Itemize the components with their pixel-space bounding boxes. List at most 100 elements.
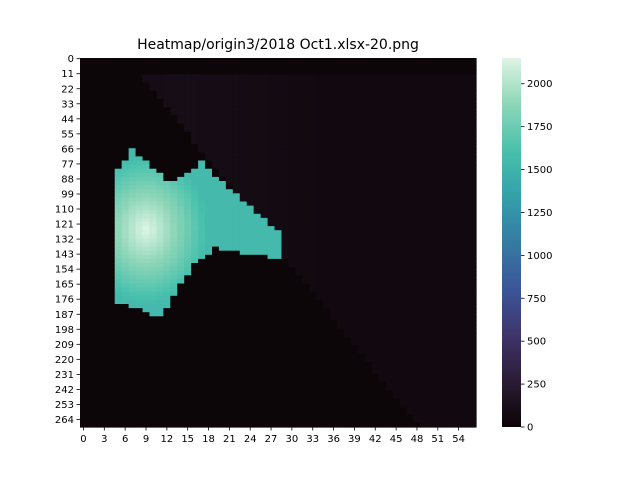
- heatmap-cell: [163, 394, 171, 399]
- heatmap-cell: [128, 107, 137, 112]
- heatmap-cell: [128, 140, 137, 145]
- heatmap-cell: [246, 78, 255, 84]
- heatmap-cell: [427, 353, 435, 358]
- heatmap-cell: [455, 111, 463, 116]
- heatmap-cell: [156, 209, 164, 215]
- heatmap-cell: [121, 402, 130, 408]
- heatmap-cell: [337, 119, 345, 125]
- heatmap-cell: [344, 242, 352, 248]
- heatmap-cell: [413, 287, 422, 293]
- heatmap-cell: [218, 299, 227, 305]
- heatmap-cell: [114, 82, 123, 88]
- heatmap-cell: [330, 82, 338, 88]
- heatmap-cell: [288, 222, 296, 227]
- heatmap-cell: [448, 320, 456, 326]
- heatmap-cell: [225, 369, 234, 375]
- heatmap-cell: [337, 271, 345, 276]
- heatmap-cell: [323, 131, 331, 137]
- heatmap-cell: [330, 291, 338, 297]
- heatmap-cell: [309, 197, 317, 203]
- heatmap-cell: [309, 123, 317, 129]
- heatmap-cell: [330, 201, 338, 207]
- heatmap-cell: [142, 283, 151, 289]
- heatmap-cell: [80, 148, 88, 153]
- heatmap-cell: [434, 135, 442, 141]
- heatmap-cell: [218, 373, 227, 379]
- heatmap-cell: [448, 287, 456, 293]
- heatmap-cell: [163, 78, 171, 84]
- heatmap-cell: [441, 189, 449, 194]
- heatmap-cell: [441, 119, 449, 125]
- heatmap-cell: [267, 172, 276, 178]
- heatmap-cell: [260, 304, 269, 309]
- heatmap-cell: [239, 361, 248, 367]
- heatmap-cell: [149, 90, 158, 96]
- heatmap-cell: [253, 168, 262, 174]
- heatmap-cell: [177, 156, 185, 162]
- heatmap-cell: [225, 127, 234, 133]
- heatmap-cell: [191, 230, 199, 235]
- heatmap-cell: [302, 263, 310, 268]
- heatmap-cell: [170, 168, 178, 174]
- heatmap-cell: [191, 369, 199, 375]
- heatmap-cell: [212, 209, 220, 215]
- heatmap-cell: [93, 230, 102, 235]
- heatmap-cell: [413, 422, 422, 428]
- heatmap-cell: [337, 414, 345, 420]
- heatmap-cell: [274, 181, 283, 186]
- heatmap-cell: [149, 226, 158, 231]
- heatmap-cell: [357, 349, 366, 354]
- heatmap-cell: [121, 156, 130, 162]
- heatmap-cell: [309, 267, 317, 272]
- heatmap-cell: [350, 304, 359, 309]
- heatmap-cell: [149, 238, 158, 244]
- heatmap-cell: [246, 283, 255, 289]
- heatmap-cell: [323, 390, 331, 395]
- heatmap-cell: [177, 402, 185, 408]
- heatmap-cell: [107, 373, 116, 379]
- heatmap-cell: [295, 349, 303, 354]
- heatmap-cell: [309, 304, 317, 309]
- heatmap-cell: [114, 111, 123, 116]
- heatmap-cell: [288, 70, 296, 75]
- heatmap-cell: [142, 381, 151, 387]
- heatmap-cell: [246, 217, 255, 223]
- heatmap-cell: [142, 99, 151, 104]
- heatmap-cell: [302, 361, 310, 367]
- heatmap-cell: [267, 70, 276, 75]
- heatmap-cell: [350, 320, 359, 326]
- heatmap-cell: [364, 181, 373, 186]
- heatmap-cell: [330, 197, 338, 203]
- heatmap-cell: [357, 308, 366, 313]
- heatmap-cell: [191, 394, 199, 399]
- heatmap-cell: [135, 361, 144, 367]
- heatmap-cell: [357, 185, 366, 190]
- heatmap-cell: [100, 176, 109, 182]
- heatmap-cell: [121, 279, 130, 285]
- heatmap-cell: [100, 58, 109, 63]
- heatmap-cell: [225, 349, 234, 354]
- heatmap-cell: [378, 222, 387, 227]
- heatmap-cell: [455, 115, 463, 121]
- heatmap-cell: [330, 107, 338, 112]
- heatmap-cell: [309, 189, 317, 194]
- heatmap-cell: [274, 332, 283, 338]
- heatmap-cell: [323, 410, 331, 416]
- heatmap-cell: [225, 287, 234, 293]
- heatmap-cell: [455, 250, 463, 256]
- heatmap-cell: [392, 213, 401, 219]
- heatmap-cell: [135, 74, 144, 80]
- heatmap-cell: [100, 78, 109, 84]
- heatmap-cell: [392, 394, 401, 399]
- heatmap-cell: [225, 345, 234, 350]
- heatmap-cell: [295, 209, 303, 215]
- heatmap-cell: [420, 279, 428, 285]
- heatmap-cell: [364, 115, 373, 121]
- heatmap-cell: [253, 230, 262, 235]
- heatmap-cell: [218, 172, 227, 178]
- heatmap-cell: [267, 287, 276, 293]
- heatmap-cell: [135, 357, 144, 362]
- heatmap-cell: [413, 291, 422, 297]
- heatmap-cell: [406, 242, 415, 248]
- heatmap-cell: [371, 66, 380, 71]
